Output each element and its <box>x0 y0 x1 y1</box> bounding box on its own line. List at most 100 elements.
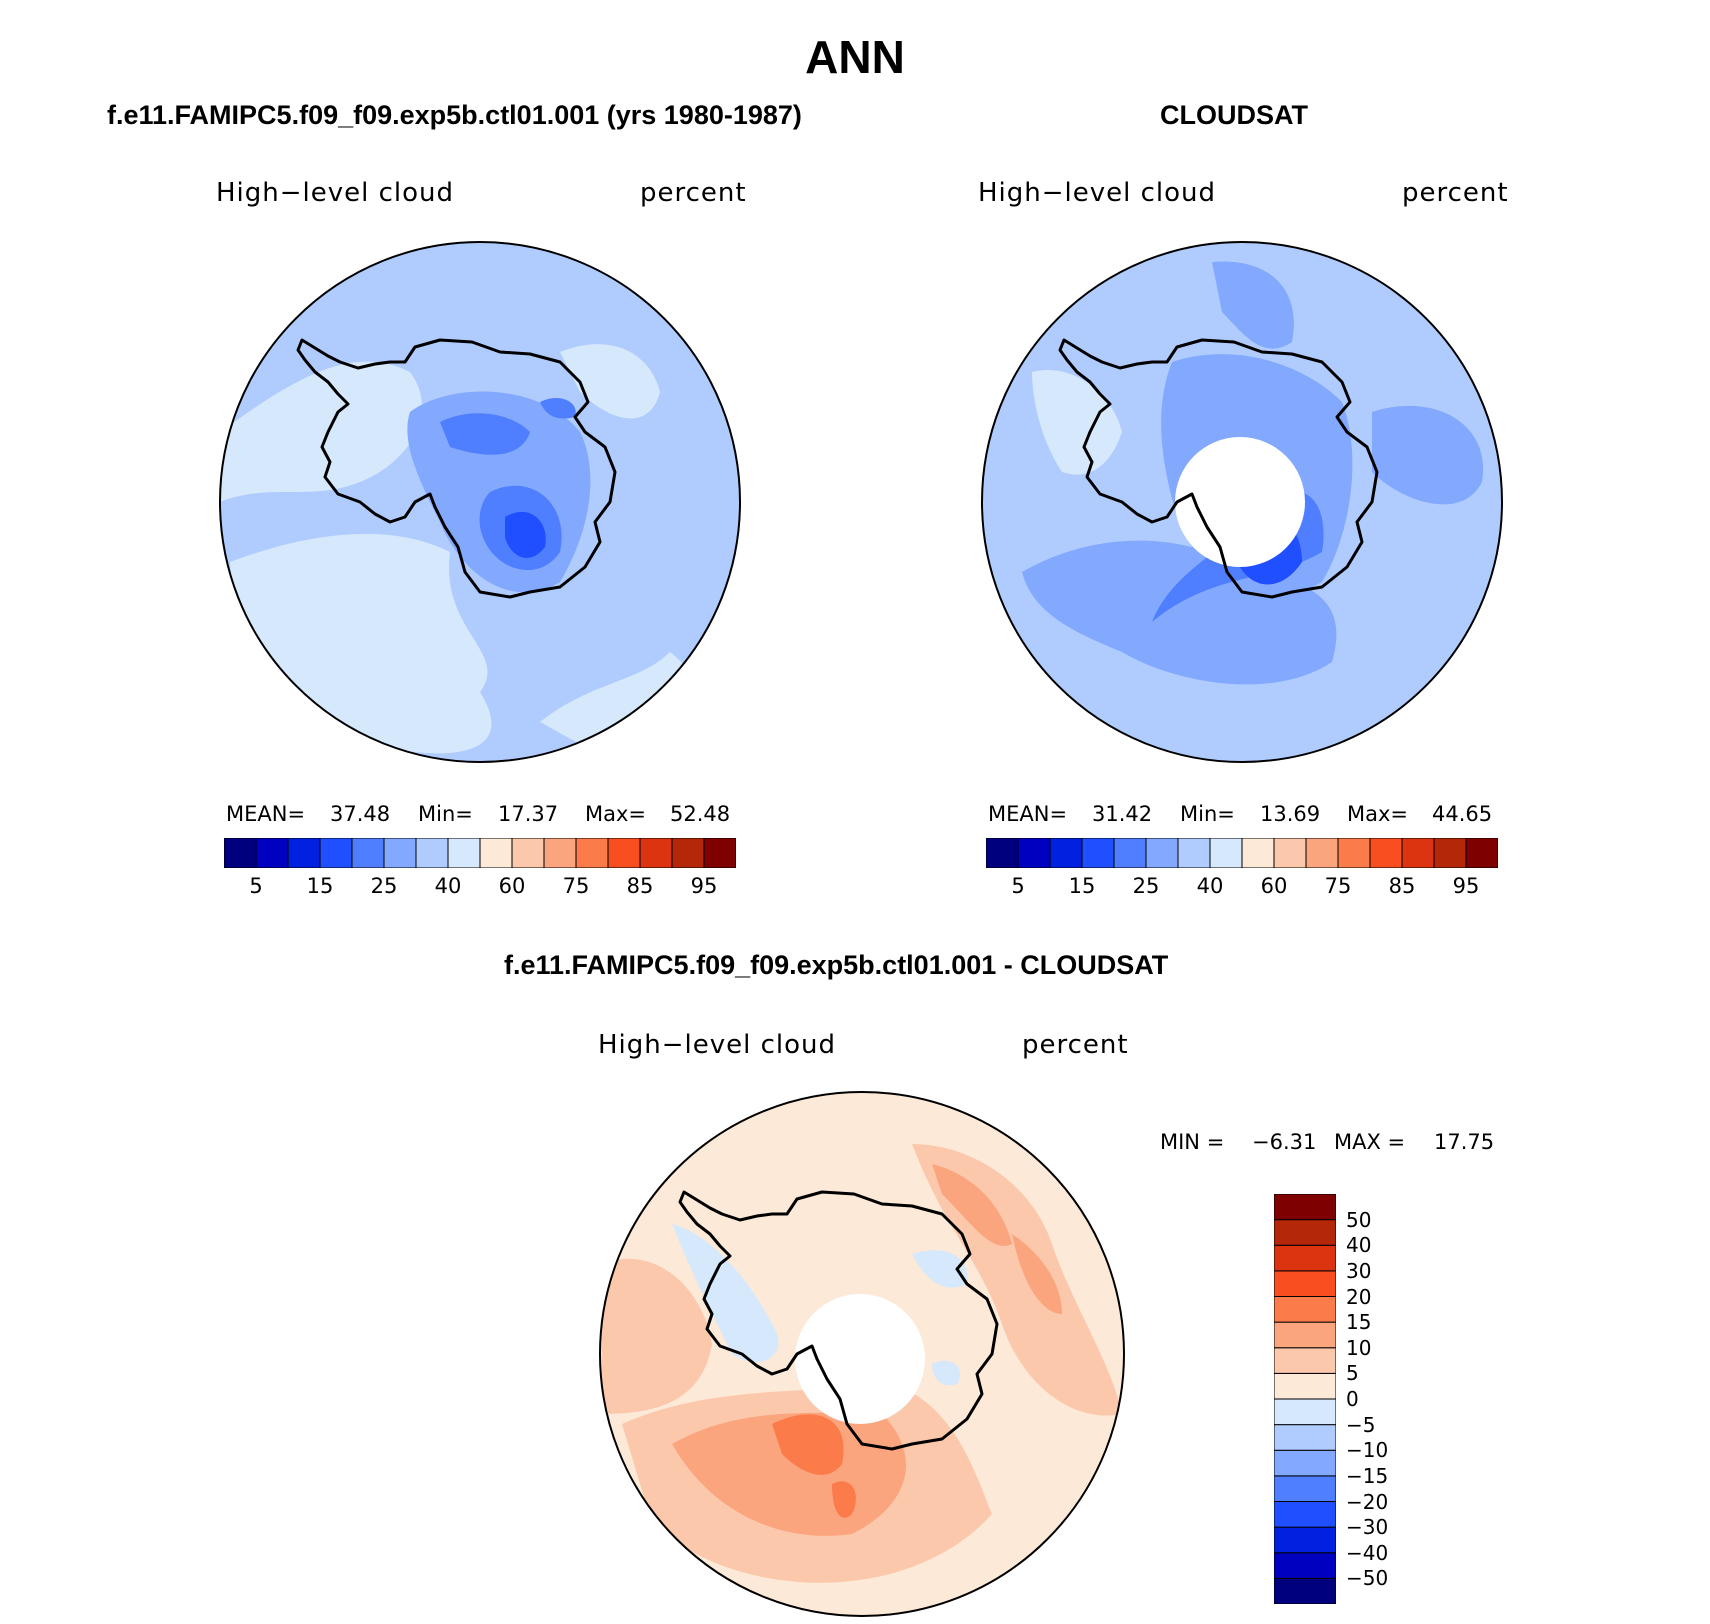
obs-colorbar-ticks: 5 15 25 40 60 75 85 95 <box>986 874 1498 902</box>
diff-units-label: percent <box>1022 1030 1129 1060</box>
obs-colorbar <box>986 838 1498 868</box>
model-colorbar-swatch <box>287 838 321 868</box>
model-colorbar-swatch <box>703 838 736 868</box>
model-mean-label: MEAN= <box>226 802 306 826</box>
diff-colorbar-swatch <box>1274 1424 1336 1451</box>
obs-colorbar-swatch <box>1433 838 1467 868</box>
obs-colorbar-tick-label: 40 <box>1196 874 1224 898</box>
obs-colorbar-tick-label: 60 <box>1260 874 1288 898</box>
diff-colorbar-swatch <box>1274 1526 1336 1554</box>
diff-colorbar-tick-label: −15 <box>1346 1463 1389 1488</box>
model-min-value: 17.37 <box>498 802 559 826</box>
obs-max-label: Max= <box>1347 802 1409 826</box>
diff-colorbar-tick-label: −10 <box>1346 1438 1389 1463</box>
diff-colorbar-swatch <box>1274 1219 1336 1246</box>
diff-colorbar-tick-label: −40 <box>1346 1540 1389 1565</box>
obs-colorbar-swatch <box>1369 838 1403 868</box>
obs-colorbar-swatch <box>1401 838 1435 868</box>
obs-colorbar-swatch <box>1273 838 1307 868</box>
diff-colorbar-tick-label: 30 <box>1346 1258 1372 1283</box>
model-colorbar-swatch <box>511 838 545 868</box>
model-colorbar-swatch <box>319 838 353 868</box>
model-colorbar-swatch <box>575 838 609 868</box>
diff-pole-hole <box>795 1294 925 1424</box>
model-units-label: percent <box>640 178 747 208</box>
model-antarctica-coastline <box>296 338 617 599</box>
diff-antarctica-coastline <box>678 1190 999 1451</box>
model-light-region-west <box>220 361 422 502</box>
model-colorbar-ticks: 5 15 25 40 60 75 85 95 <box>224 874 736 902</box>
obs-colorbar-swatch <box>1209 838 1243 868</box>
diff-variable-label: High−level cloud <box>598 1030 837 1060</box>
obs-map-boundary <box>981 241 1503 763</box>
obs-colorbar-tick-label: 15 <box>1068 874 1096 898</box>
diff-colorbar-tick-label: −30 <box>1346 1515 1389 1540</box>
model-colorbar-swatch <box>415 838 449 868</box>
diff-colorbar-tick-label: −5 <box>1346 1412 1376 1437</box>
diff-dark-region-east <box>1012 1234 1062 1314</box>
diff-darkest-patch-2 <box>832 1481 856 1518</box>
model-colorbar-swatch <box>255 838 289 868</box>
model-dark-patch-1 <box>440 413 530 455</box>
diff-colorbar-swatch <box>1274 1244 1336 1272</box>
model-colorbar-tick-label: 85 <box>626 874 654 898</box>
diff-colorbar-tick-label: 10 <box>1346 1335 1372 1360</box>
diff-map <box>599 1091 1125 1617</box>
obs-max-value: 44.65 <box>1432 802 1493 826</box>
model-colorbar <box>224 838 736 868</box>
model-dark-patch-3 <box>540 397 576 419</box>
diff-colorbar-tick-label: 20 <box>1346 1284 1372 1309</box>
model-mean-value: 37.48 <box>330 802 391 826</box>
obs-mean-label: MEAN= <box>988 802 1068 826</box>
diff-colorbar-tick-label: 40 <box>1346 1233 1372 1258</box>
diff-mid-region-west <box>602 1258 712 1414</box>
diff-min-value: −6.31 <box>1252 1130 1317 1154</box>
diff-negative-patch-east <box>932 1360 961 1386</box>
obs-colorbar-swatch <box>1017 838 1051 868</box>
obs-min-label: Min= <box>1180 802 1235 826</box>
diff-colorbar-ticks: −50 −40 −30 −20 −15 −10 −5 0 5 10 15 20 30 40 50 <box>1346 1194 1426 1604</box>
obs-colorbar-swatch <box>1049 838 1083 868</box>
diff-colorbar-swatch <box>1274 1194 1336 1221</box>
obs-colorbar-swatch <box>1305 838 1339 868</box>
diff-darkest-patch-1 <box>772 1414 844 1475</box>
diff-colorbar-swatch <box>1274 1552 1336 1579</box>
model-colorbar-swatch <box>671 838 705 868</box>
obs-colorbar-swatch <box>986 838 1019 868</box>
diff-colorbar-swatch <box>1274 1577 1336 1604</box>
obs-pole-hole <box>1175 437 1305 567</box>
model-colorbar-tick-label: 25 <box>370 874 398 898</box>
model-map-boundary <box>219 241 741 763</box>
model-min-label: Min= <box>418 802 473 826</box>
model-colorbar-tick-label: 5 <box>249 874 263 898</box>
obs-light-region-west <box>1032 370 1122 475</box>
diff-colorbar-swatch <box>1274 1475 1336 1502</box>
diff-colorbar-swatch <box>1274 1347 1336 1374</box>
model-variable-label: High−level cloud <box>216 178 455 208</box>
obs-colorbar-tick-label: 5 <box>1011 874 1025 898</box>
obs-colorbar-swatch <box>1465 838 1498 868</box>
model-colorbar-swatch <box>607 838 641 868</box>
model-darkest-patch <box>505 511 546 558</box>
model-colorbar-swatch <box>479 838 513 868</box>
model-colorbar-swatch <box>383 838 417 868</box>
model-colorbar-swatch <box>351 838 385 868</box>
model-colorbar-tick-label: 95 <box>690 874 718 898</box>
obs-variable-label: High−level cloud <box>978 178 1217 208</box>
diff-colorbar-swatch <box>1274 1321 1336 1349</box>
diff-max-label: MAX = <box>1334 1130 1406 1154</box>
model-colorbar-tick-label: 75 <box>562 874 590 898</box>
diff-colorbar-swatch <box>1274 1372 1336 1400</box>
model-colorbar-swatch <box>543 838 577 868</box>
diff-colorbar <box>1274 1194 1336 1604</box>
diff-negative-patch-center <box>912 1250 968 1288</box>
obs-colorbar-swatch <box>1177 838 1211 868</box>
model-max-value: 52.48 <box>670 802 731 826</box>
diff-colorbar-tick-label: 50 <box>1346 1207 1372 1232</box>
diff-colorbar-tick-label: −20 <box>1346 1489 1389 1514</box>
diff-colorbar-tick-label: 5 <box>1346 1361 1359 1386</box>
model-light-region-ne <box>560 344 660 419</box>
diff-panel-title: f.e11.FAMIPC5.f09_f09.exp5b.ctl01.001 - … <box>504 950 1169 980</box>
model-colorbar-tick-label: 60 <box>498 874 526 898</box>
model-colorbar-swatch <box>639 838 673 868</box>
